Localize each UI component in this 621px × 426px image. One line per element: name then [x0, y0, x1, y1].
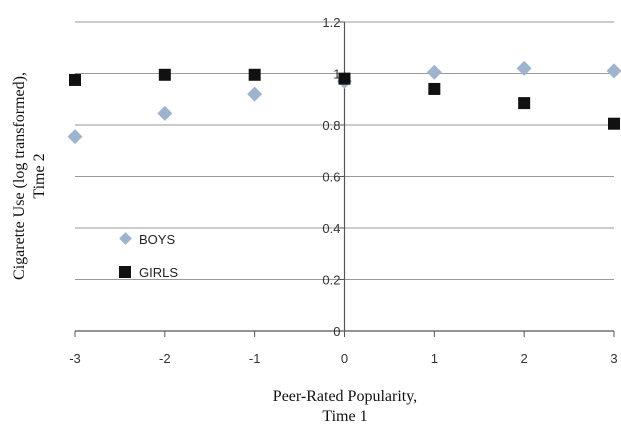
y-axis-title-line-2: Time 2 — [31, 153, 48, 198]
x-tick-label: -2 — [159, 351, 171, 366]
y-tick-labels: 0 0.2 0.4 0.6 0.8 1 1.2 — [322, 15, 340, 339]
y-axis-title: Cigarette Use (log transformed), — [11, 72, 28, 280]
data-point-girls — [428, 82, 441, 95]
y-tick-label: 1 — [333, 67, 340, 82]
y-tick-label: 0.8 — [322, 118, 340, 133]
y-axis-title-2: Time 2 — [31, 153, 48, 198]
x-tick-label: 1 — [431, 351, 438, 366]
x-tick-label: 3 — [610, 351, 617, 366]
x-tick-label: 2 — [521, 351, 528, 366]
x-tick-label: 0 — [341, 351, 348, 366]
data-point-boys — [67, 129, 83, 145]
x-tick-label: -1 — [249, 351, 261, 366]
data-point-boys — [516, 60, 532, 76]
data-points — [67, 60, 621, 145]
data-point-girls — [608, 117, 620, 130]
data-point-boys — [247, 86, 263, 102]
data-point-boys — [157, 105, 173, 121]
y-tick-label: 0 — [333, 324, 340, 339]
y-tick-label: 0.2 — [322, 273, 340, 288]
data-point-girls — [158, 68, 171, 81]
data-point-girls — [69, 73, 81, 86]
legend-girls-marker — [119, 266, 131, 278]
x-tick-labels: -3 -2 -1 0 1 2 3 — [69, 351, 617, 366]
x-tick-label: -3 — [69, 351, 81, 366]
x-axis-title-line-1: Peer-Rated Popularity, — [273, 388, 417, 405]
legend: BOYS GIRLS — [119, 232, 178, 280]
y-tick-label: 0.4 — [322, 221, 340, 236]
y-tick-label: 1.2 — [322, 15, 340, 30]
data-point-boys — [426, 64, 442, 80]
data-point-boys — [606, 63, 621, 79]
data-point-girls — [248, 68, 261, 81]
legend-boys-marker — [119, 232, 132, 245]
x-axis-title-line-2: Time 1 — [322, 408, 367, 425]
legend-boys-label: BOYS — [139, 232, 175, 247]
legend-girls-label: GIRLS — [139, 265, 178, 280]
y-tick-label: 0.6 — [322, 170, 340, 185]
data-point-girls — [518, 97, 531, 110]
axes — [74, 21, 615, 337]
data-point-girls — [338, 72, 351, 85]
y-axis-title-line-1: Cigarette Use (log transformed), — [11, 72, 28, 280]
